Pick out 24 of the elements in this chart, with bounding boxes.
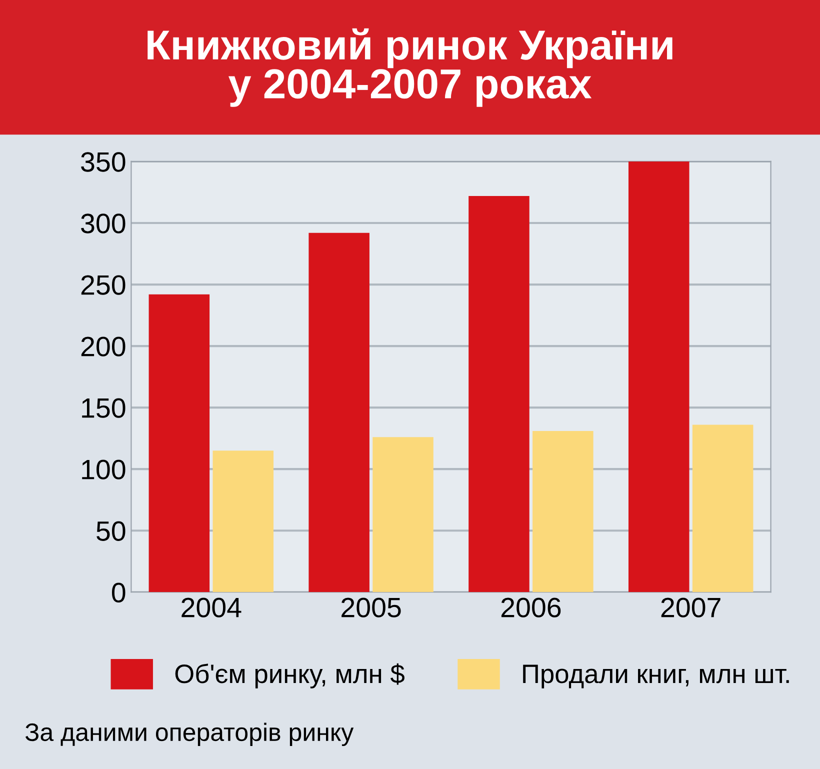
- x-tick-label: 2004: [182, 598, 242, 618]
- bar: [212, 450, 274, 592]
- x-tick-label: 2005: [342, 598, 401, 618]
- x-tick-label: 2007: [661, 598, 720, 618]
- y-tick-label: 100: [82, 460, 126, 480]
- chart-title: Книжковий ринок України у 2004-2007 роках: [148, 28, 672, 107]
- y-tick-label: 150: [82, 398, 126, 418]
- bar: [532, 430, 594, 592]
- bar: [308, 232, 370, 592]
- y-tick-label: 200: [81, 336, 126, 356]
- bar: [148, 294, 210, 592]
- bar: [372, 437, 434, 592]
- y-tick-label: 300: [81, 214, 126, 234]
- bar: [628, 161, 690, 592]
- bar: [692, 424, 754, 592]
- bar: [468, 196, 530, 592]
- y-tick-label: 250: [81, 275, 126, 295]
- x-tick-label: 2006: [501, 598, 561, 618]
- legend-label: Продали книг, млн шт.: [523, 664, 789, 688]
- y-tick-label: 350: [81, 152, 126, 172]
- legend-label: Об'єм ринку, млн $: [175, 663, 404, 688]
- y-tick-label: 50: [96, 521, 126, 541]
- y-tick-label: 0: [112, 582, 126, 602]
- text: За даними операторів ринку: [25, 722, 354, 746]
